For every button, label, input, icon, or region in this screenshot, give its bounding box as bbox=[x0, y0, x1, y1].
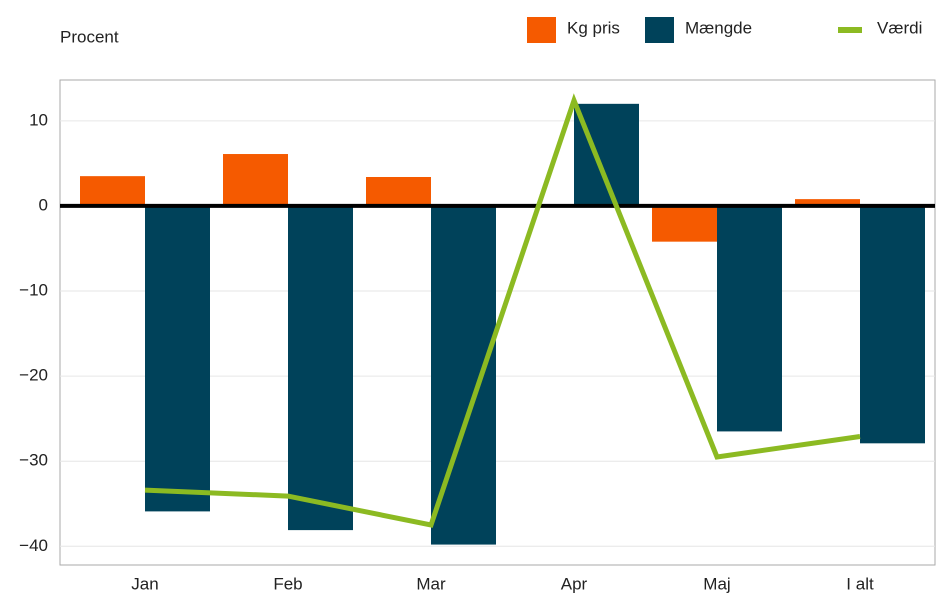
y-axis-label: Procent bbox=[60, 27, 119, 46]
legend-label: Kg pris bbox=[567, 18, 620, 37]
line bbox=[144, 93, 861, 528]
x-tick-label: I alt bbox=[846, 574, 874, 593]
plot-frame bbox=[59, 79, 936, 566]
x-tick-label: Mar bbox=[416, 574, 446, 593]
bar bbox=[223, 154, 288, 206]
legend-label: Mængde bbox=[685, 18, 752, 37]
x-tick-label: Feb bbox=[273, 574, 302, 593]
y-tick-label: −20 bbox=[19, 366, 48, 385]
x-tick-label: Jan bbox=[131, 574, 158, 593]
legend-label: Værdi bbox=[877, 18, 922, 37]
bar bbox=[652, 205, 717, 242]
bar bbox=[717, 205, 782, 432]
bar bbox=[795, 199, 860, 206]
legend-swatch bbox=[527, 17, 556, 43]
y-tick-label: −10 bbox=[19, 281, 48, 300]
y-tick-label: 10 bbox=[29, 110, 48, 129]
bar bbox=[80, 176, 145, 206]
bar bbox=[288, 205, 353, 531]
y-tick-label: −40 bbox=[19, 536, 48, 555]
bar bbox=[860, 205, 925, 444]
x-tick-label: Maj bbox=[703, 574, 730, 593]
bar bbox=[145, 205, 210, 512]
x-tick-label: Apr bbox=[561, 574, 588, 593]
legend-swatch bbox=[838, 27, 862, 33]
bar bbox=[366, 177, 431, 206]
legend-swatch bbox=[645, 17, 674, 43]
y-tick-label: −30 bbox=[19, 451, 48, 470]
y-tick-label: 0 bbox=[39, 195, 48, 214]
